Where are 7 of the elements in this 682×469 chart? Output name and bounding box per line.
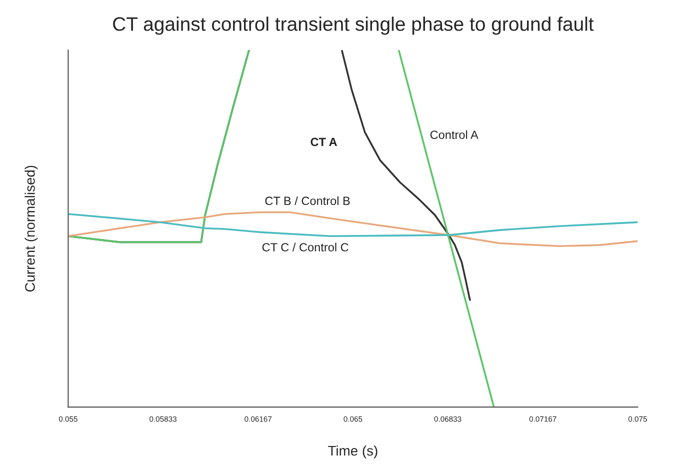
series-label: CT B / Control B bbox=[265, 196, 350, 206]
chart-title: CT against control transient single phase to ground fault bbox=[113, 16, 594, 35]
x-axis-title: Time (s) bbox=[328, 445, 378, 458]
series-label: CT C / Control C bbox=[262, 242, 348, 252]
y-axis-title: Current (normalised) bbox=[24, 166, 38, 292]
series-label: Control A bbox=[430, 130, 478, 140]
text: CT A bbox=[310, 138, 338, 146]
